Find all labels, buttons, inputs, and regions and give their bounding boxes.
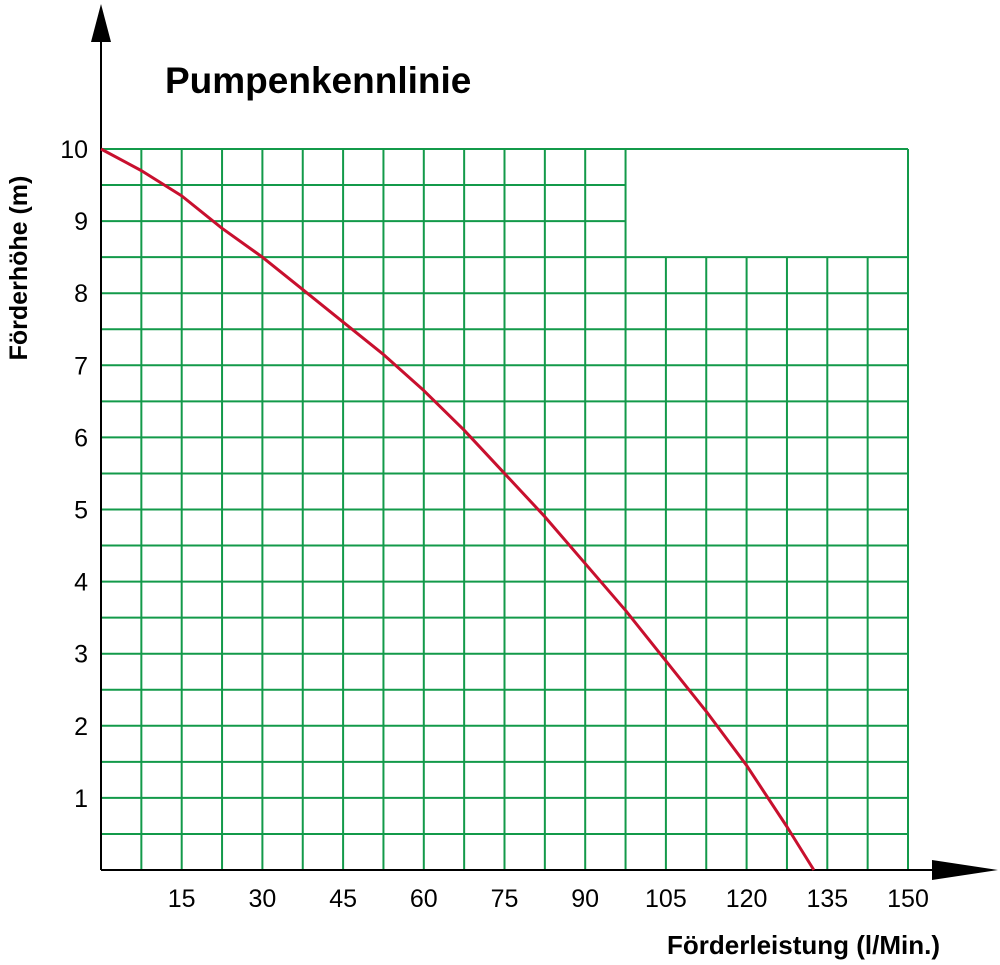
curve (100, 147, 816, 871)
x-tick-label: 150 (887, 885, 929, 913)
y-tick-label: 10 (60, 136, 88, 164)
y-axis-label: Förderhöhe (m) (5, 176, 33, 361)
y-tick-label: 9 (74, 208, 88, 236)
y-tick-label: 6 (74, 424, 88, 452)
x-tick-label: 60 (410, 885, 438, 913)
y-tick-label: 7 (74, 352, 88, 380)
x-axis-arrow (932, 860, 998, 880)
y-axis-arrow (91, 4, 111, 42)
x-tick-label: 75 (491, 885, 519, 913)
y-tick-label: 3 (74, 641, 88, 669)
x-tick-label: 135 (806, 885, 848, 913)
y-tick-label: 1 (74, 785, 88, 813)
y-tick-label: 5 (74, 497, 88, 525)
y-tick-label: 2 (74, 713, 88, 741)
x-tick-label: 45 (329, 885, 357, 913)
grid (101, 148, 909, 870)
y-tick-label: 4 (74, 569, 88, 597)
x-tick-label: 105 (645, 885, 687, 913)
y-tick-label: 8 (74, 280, 88, 308)
x-tick-label: 30 (248, 885, 276, 913)
x-tick-label: 15 (168, 885, 196, 913)
chart-title: Pumpenkennlinie (165, 60, 471, 101)
x-axis-label: Förderleistung (l/Min.) (667, 930, 940, 960)
x-tick-label: 120 (726, 885, 768, 913)
x-tick-label: 90 (571, 885, 599, 913)
